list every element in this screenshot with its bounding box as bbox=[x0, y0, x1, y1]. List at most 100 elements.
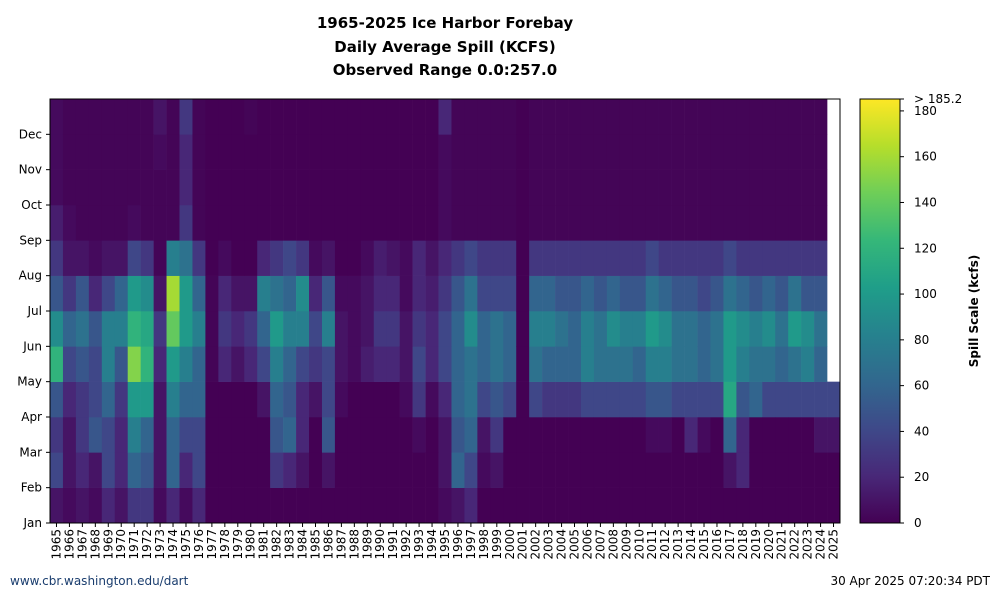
heatmap-cell bbox=[503, 311, 517, 347]
heatmap-cell bbox=[516, 452, 530, 488]
heatmap-cell bbox=[503, 205, 517, 241]
heatmap-cell bbox=[645, 99, 659, 135]
heatmap-cell bbox=[593, 275, 608, 312]
heatmap-cell bbox=[386, 381, 400, 418]
heatmap-cell bbox=[775, 346, 789, 382]
x-tick-label: 1965 bbox=[49, 529, 63, 560]
heatmap-cell bbox=[723, 346, 737, 382]
heatmap-cell bbox=[723, 275, 737, 312]
heatmap-cell bbox=[153, 169, 167, 206]
heatmap-cell bbox=[464, 381, 478, 418]
heatmap-cell bbox=[296, 99, 310, 135]
x-tick-label: 1989 bbox=[360, 529, 374, 560]
heatmap-cell bbox=[542, 381, 556, 418]
heatmap-cell bbox=[762, 205, 776, 241]
heatmap-cell bbox=[606, 346, 621, 382]
y-tick-label: Oct bbox=[21, 198, 42, 212]
heatmap-cell bbox=[257, 205, 271, 241]
heatmap-cell bbox=[50, 381, 64, 418]
heatmap-cell bbox=[593, 99, 608, 135]
heatmap-cell bbox=[827, 381, 841, 418]
heatmap-cell bbox=[645, 205, 659, 241]
heatmap-cell bbox=[568, 381, 582, 418]
heatmap-cell bbox=[244, 169, 258, 206]
heatmap-cell bbox=[490, 99, 504, 135]
heatmap-cell bbox=[270, 275, 284, 312]
heatmap-cell bbox=[127, 275, 141, 312]
heatmap-cell bbox=[580, 99, 595, 135]
heatmap-cell bbox=[386, 487, 400, 524]
heatmap-cell bbox=[127, 311, 141, 347]
heatmap-cell bbox=[270, 452, 284, 488]
heatmap-cell bbox=[814, 134, 828, 170]
heatmap-cell bbox=[373, 169, 388, 206]
heatmap-cell bbox=[75, 240, 90, 276]
heatmap-cell bbox=[697, 240, 711, 276]
heatmap-cell bbox=[593, 169, 608, 206]
x-tick-label: 1997 bbox=[464, 529, 478, 560]
heatmap-cell bbox=[801, 99, 815, 135]
heatmap-cell bbox=[632, 134, 647, 170]
heatmap-cell bbox=[412, 240, 426, 276]
heatmap-cell bbox=[140, 381, 154, 418]
heatmap-cell bbox=[140, 240, 154, 276]
heatmap-cell bbox=[231, 381, 245, 418]
heatmap-cell bbox=[296, 205, 310, 241]
heatmap-cell bbox=[542, 169, 556, 206]
heatmap-cell bbox=[580, 346, 595, 382]
x-tick-label: 2001 bbox=[516, 529, 530, 560]
heatmap-cell bbox=[425, 346, 439, 382]
heatmap-cell bbox=[542, 134, 556, 170]
y-tick-label: Mar bbox=[19, 445, 42, 459]
heatmap-cell bbox=[645, 311, 659, 347]
heatmap-cell bbox=[580, 311, 595, 347]
heatmap-cell bbox=[218, 487, 232, 524]
heatmap-cell bbox=[334, 134, 349, 170]
heatmap-cell bbox=[619, 169, 634, 206]
heatmap-cell bbox=[697, 134, 711, 170]
heatmap-cell bbox=[451, 311, 465, 347]
heatmap-cell bbox=[503, 275, 517, 312]
heatmap-cell bbox=[801, 487, 815, 524]
heatmap-cell bbox=[270, 134, 284, 170]
heatmap-cell bbox=[270, 346, 284, 382]
x-tick-label: 2012 bbox=[658, 529, 672, 560]
heatmap-cell bbox=[321, 99, 336, 135]
heatmap-cell bbox=[257, 452, 271, 488]
heatmap-cell bbox=[425, 452, 439, 488]
heatmap-cell bbox=[386, 311, 400, 347]
heatmap-cell bbox=[503, 99, 517, 135]
heatmap-cell bbox=[166, 99, 180, 135]
heatmap-cell bbox=[684, 417, 698, 453]
heatmap-cell bbox=[749, 452, 763, 488]
heatmap-cell bbox=[101, 452, 116, 488]
colorbar-tick-label: 0 bbox=[914, 516, 922, 530]
heatmap-cell bbox=[127, 205, 141, 241]
heatmap-cell bbox=[101, 275, 116, 312]
heatmap-cell bbox=[801, 417, 815, 453]
heatmap-cell bbox=[477, 311, 491, 347]
heatmap-cell bbox=[723, 452, 737, 488]
heatmap-cell bbox=[632, 452, 647, 488]
heatmap-cell bbox=[179, 381, 193, 418]
heatmap-cell bbox=[555, 169, 569, 206]
heatmap-cell bbox=[762, 487, 776, 524]
heatmap-cell bbox=[231, 240, 245, 276]
heatmap-cell bbox=[360, 240, 375, 276]
heatmap-cell bbox=[814, 169, 828, 206]
heatmap-cell bbox=[101, 99, 116, 135]
x-tick-label: 2014 bbox=[684, 529, 698, 560]
heatmap-cell bbox=[127, 99, 141, 135]
heatmap-cell bbox=[153, 240, 167, 276]
heatmap-cell bbox=[62, 311, 77, 347]
heatmap-cell bbox=[179, 346, 193, 382]
heatmap-cell bbox=[671, 275, 685, 312]
heatmap-cell bbox=[684, 205, 698, 241]
heatmap-cell bbox=[762, 381, 776, 418]
heatmap-cell bbox=[723, 134, 737, 170]
heatmap-cell bbox=[101, 240, 116, 276]
heatmap-cell bbox=[645, 134, 659, 170]
heatmap-cell bbox=[101, 169, 116, 206]
heatmap-cell bbox=[762, 275, 776, 312]
heatmap-cell bbox=[477, 452, 491, 488]
